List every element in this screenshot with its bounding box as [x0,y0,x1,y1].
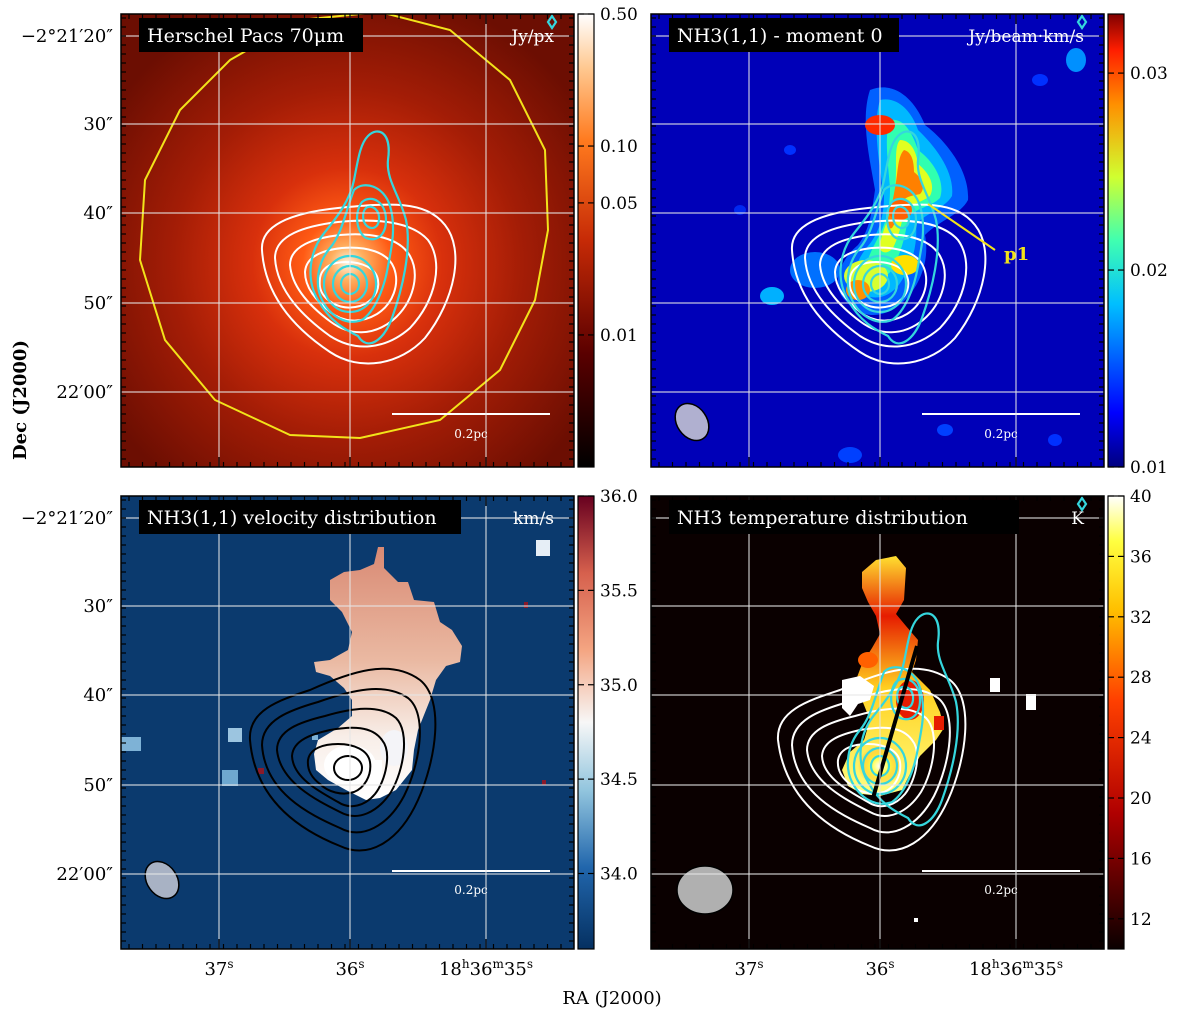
x-tick-label: 37s [204,957,233,980]
panel-temperature: 0.2pc [651,496,1104,949]
panel-title: NH3(1,1) velocity distribution [147,507,437,529]
title-box [139,18,363,52]
colorbar-ticks: 40 36 32 28 24 20 16 12 [1108,487,1152,930]
colorbar-tick-label: 28 [1130,668,1152,688]
colorbar-tick-label: 0.01 [600,326,638,346]
scalebar-label-temperature: 0.2pc [984,883,1018,897]
panel-title: NH3 temperature distribution [677,507,968,529]
title-box [669,500,1019,534]
colorbar-tick-label: 34.0 [600,865,638,885]
panel-frame [650,495,1105,950]
y-tick-label: 40″ [83,203,113,224]
scalebar-label-pacs: 0.2pc [454,427,488,441]
colorbar [1107,495,1125,950]
colorbar-ticks: 36.0 35.5 35.0 34.5 34.0 [578,487,638,885]
colorbar-tick-label: 0.10 [600,137,638,157]
axes-temperature: NH3 temperature distribution K 40 36 32 28 24 2… [650,487,1152,980]
colorbar-unit-label: Jy/px [509,27,554,47]
y-tick-label: 30″ [83,114,113,135]
x-tick-label: 36s [865,957,894,980]
colorbar-tick-label: 0.02 [1130,261,1168,281]
panel-title: Herschel Pacs 70μm [147,25,344,47]
y-axis-label: Dec (J2000) [10,340,31,460]
colorbar-tick-label: 34.5 [600,770,638,790]
colorbar-tick-label: 35.0 [600,676,638,696]
x-tick-label: 18h36m35s [439,957,533,980]
colorbar-tick-label: 35.5 [600,581,638,601]
y-tick-label: 50″ [83,775,113,796]
x-tick-label: 36s [335,957,364,980]
colorbar [577,13,595,468]
emission-velocity [121,540,550,800]
colorbar-tick-label: 36.0 [600,487,638,507]
y-tick-label: 30″ [83,596,113,617]
colorbar-ticks: 0.50 0.10 0.05 0.01 [578,5,638,346]
colorbar-tick-label: 12 [1130,910,1152,930]
colorbar-tick-label: 36 [1130,547,1152,567]
beam-ellipse-moment0 [674,402,710,442]
colorbar-unit-label: km/s [513,509,554,529]
y-tick-label: −2°21′20″ [21,508,113,529]
colorbar-tick-label: 32 [1130,608,1152,628]
axes-pacs: Herschel Pacs 70μm Jy/px 0.50 0.10 0.05 0.01 −… [21,5,638,468]
x-tick-label: 37s [734,957,763,980]
colorbar-tick-label: 0.05 [600,194,638,214]
scalebar-label-moment0: 0.2pc [984,427,1018,441]
panel-velocity: 0.2pc [121,496,574,949]
panel-pacs: 0.2pc [121,14,574,467]
colorbar-tick-label: 16 [1130,849,1152,869]
contours-black-velocity [248,667,437,852]
panel-frame [120,495,575,950]
colorbar-tick-label: 0.01 [1130,458,1168,478]
contour-yellow [138,14,550,440]
image-pacs [121,14,574,467]
colorbar-tick-label: 0.03 [1130,64,1168,84]
panel-frame [120,13,575,468]
axes-moment0: NH3(1,1) - moment 0 Jy/beam·km/s0.030.020… [650,13,1168,478]
colorbar-unit-label: K [1071,509,1084,529]
colorbar [577,495,595,950]
panel-moment0: p1 0.2pc [651,14,1104,467]
minor-ticks [121,496,574,949]
y-tick-label: 50″ [83,293,113,314]
axes-layer: Herschel Pacs 70μm Jy/px 0.50 0.10 0.05 0.01 −… [21,5,1168,980]
y-tick-label: 22′00″ [56,382,113,403]
scalebar-label-velocity: 0.2pc [454,883,488,897]
minor-ticks [651,496,1104,949]
y-tick-label: 40″ [83,685,113,706]
colorbar-tick-label: 40 [1130,487,1152,507]
y-tick-label: −2°21′20″ [21,26,113,47]
minor-ticks [651,14,1104,467]
beam-ellipse-temperature [676,865,734,915]
y-tick-label: 22′00″ [56,864,113,885]
annotation-line-p1 [927,203,996,251]
title-box [139,500,461,534]
colorbar-tick-label: 0.50 [600,5,638,25]
beam-ellipse-velocity [144,860,180,900]
panel-frame [650,13,1105,468]
x-tick-label: 18h36m35s [969,957,1063,980]
colorbar-ticks: 0.03 0.02 0.01 [1108,64,1168,478]
colorbar-tick-label: 20 [1130,789,1152,809]
colorbar-tick-label: 24 [1130,729,1152,749]
axes-velocity: NH3(1,1) velocity distribution km/s 36.0 35… [21,487,638,980]
minor-ticks [121,14,574,467]
x-axis-label: RA (J2000) [562,988,661,1009]
panel-title: NH3(1,1) - moment 0 [677,25,883,47]
colorbar-unit-label: Jy/beam·km/s [966,27,1084,47]
title-box [669,18,899,52]
colorbar [1107,13,1125,468]
